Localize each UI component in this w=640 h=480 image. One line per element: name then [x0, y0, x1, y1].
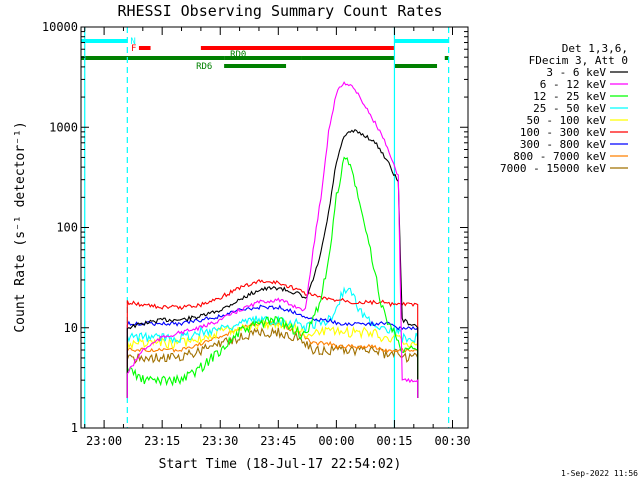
legend-entry-label: 800 - 7000 keV	[513, 150, 606, 163]
legend-entry-label: 300 - 800 keV	[520, 138, 606, 151]
y-tick-label: 1000	[49, 120, 78, 134]
series-line	[126, 286, 419, 398]
series-lines	[126, 81, 419, 398]
footer-timestamp: 1-Sep-2022 11:56	[561, 469, 638, 478]
x-tick-label: 23:00	[86, 434, 122, 448]
y-tick-label: 10000	[42, 20, 78, 34]
flag-bar	[224, 64, 287, 68]
plot-frame	[80, 26, 469, 429]
flag-bar-label: RD0	[230, 50, 246, 60]
x-axis-label: Start Time (18-Jul-17 22:54:02)	[159, 457, 402, 472]
flag-bar	[81, 39, 128, 43]
series-line	[126, 321, 419, 398]
y-axis-ticks: 1 10 100 1000 10000	[42, 20, 468, 435]
flag-bar-label: F	[131, 44, 136, 54]
x-tick-label: 00:00	[318, 434, 354, 448]
flag-bar	[394, 39, 449, 43]
x-axis-ticks: 23:00 23:15 23:30 23:45 00:00 00:15 00:30	[84, 27, 471, 448]
legend-entry-label: 3 - 6 keV	[546, 66, 606, 79]
flag-bar-label: RD6	[196, 62, 212, 72]
series-line	[126, 81, 419, 398]
y-tick-label: 100	[56, 221, 78, 235]
legend-entry-label: 7000 - 15000 keV	[500, 162, 606, 175]
flag-bar	[81, 56, 225, 60]
x-tick-label: 23:30	[202, 434, 238, 448]
legend-entry-label: 100 - 300 keV	[520, 126, 606, 139]
x-tick-label: 00:30	[434, 434, 470, 448]
legend-entry-label: 25 - 50 keV	[533, 102, 606, 115]
y-tick-label: 10	[64, 321, 78, 335]
legend-header: FDecim 3, Att 0	[529, 54, 628, 67]
legend-header: Det 1,3,6,	[562, 42, 628, 55]
series-line	[126, 278, 419, 398]
legend-entry-label: 6 - 12 keV	[540, 78, 607, 91]
series-line	[126, 156, 419, 398]
legend-entry-label: 12 - 25 keV	[533, 90, 606, 103]
chart-title: RHESSI Observing Summary Count Rates	[117, 2, 442, 20]
flag-bar	[200, 46, 395, 50]
flag-bar	[444, 56, 449, 60]
flag-bar-label: N	[130, 37, 135, 47]
flag-bar	[138, 46, 151, 50]
x-tick-label: 23:15	[144, 434, 180, 448]
y-tick-label: 1	[71, 421, 78, 435]
flag-bar	[301, 56, 395, 60]
series-line	[126, 326, 419, 398]
vertical-markers	[84, 27, 450, 428]
series-line	[126, 128, 419, 398]
y-axis-label: Count Rate (s⁻¹ detector⁻¹)	[13, 121, 28, 332]
series-line	[126, 318, 419, 398]
flag-bar	[224, 56, 302, 60]
x-tick-label: 23:45	[260, 434, 296, 448]
x-tick-label: 00:15	[376, 434, 412, 448]
flag-bar	[394, 64, 438, 68]
series-line	[126, 304, 419, 398]
flag-bars: NF RD0 RD6	[81, 37, 449, 72]
legend-entry-label: 50 - 100 keV	[527, 114, 607, 127]
